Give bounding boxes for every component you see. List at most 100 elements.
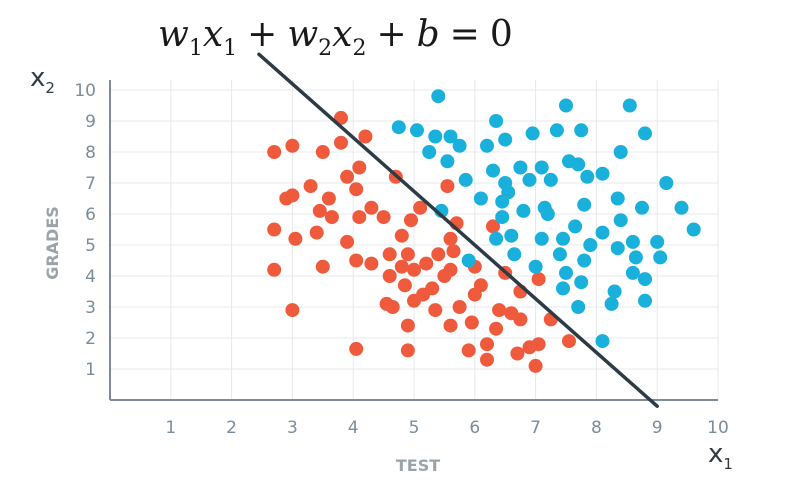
data-point-red xyxy=(285,188,300,203)
data-point-red xyxy=(288,231,303,246)
data-point-red xyxy=(461,343,476,358)
data-point-red xyxy=(413,200,428,215)
data-point-blue xyxy=(571,157,586,172)
data-point-blue xyxy=(522,172,537,187)
data-point-blue xyxy=(577,197,592,212)
data-point-blue xyxy=(638,272,652,287)
data-point-blue xyxy=(410,123,424,138)
data-point-blue xyxy=(489,231,504,246)
data-point-red xyxy=(334,135,348,150)
data-point-red xyxy=(404,213,418,228)
data-point-blue xyxy=(534,160,549,175)
data-point-red xyxy=(309,225,324,240)
data-point-red xyxy=(315,259,330,274)
data-point-red xyxy=(492,303,507,318)
data-point-blue xyxy=(610,241,625,256)
data-point-blue xyxy=(443,129,458,144)
data-point-red xyxy=(364,256,379,271)
data-point-blue xyxy=(480,138,494,153)
data-point-blue xyxy=(595,166,610,181)
data-point-red xyxy=(312,203,327,218)
data-point-red xyxy=(443,262,458,277)
data-point-blue xyxy=(653,250,668,265)
data-point-red xyxy=(352,160,367,175)
data-point-red xyxy=(303,179,318,194)
data-point-red xyxy=(382,269,397,283)
data-point-blue xyxy=(650,234,665,249)
data-point-red xyxy=(397,278,412,293)
data-point-red xyxy=(321,191,336,206)
y-tick-label: 6 xyxy=(85,205,96,225)
data-point-blue xyxy=(513,160,528,175)
data-point-blue xyxy=(452,138,467,153)
data-point-blue xyxy=(568,219,583,234)
x-tick-label: 2 xyxy=(226,418,237,438)
data-point-blue xyxy=(528,259,543,274)
data-point-red xyxy=(334,110,348,125)
boundary-equation: w1x1 + w2x2 + b = 0 xyxy=(158,14,513,61)
data-point-red xyxy=(428,303,443,318)
data-point-red xyxy=(425,281,440,296)
data-point-blue xyxy=(498,132,513,147)
data-point-red xyxy=(267,222,282,237)
data-point-red xyxy=(340,234,355,249)
data-points xyxy=(267,89,701,373)
y-tick-label: 3 xyxy=(85,298,96,318)
data-point-blue xyxy=(583,238,598,252)
data-point-blue xyxy=(504,228,519,243)
data-point-blue xyxy=(610,191,625,206)
data-point-red xyxy=(531,337,546,352)
data-point-blue xyxy=(440,154,455,169)
data-point-blue xyxy=(543,172,558,187)
data-point-red xyxy=(285,303,300,318)
y-tick-label: 10 xyxy=(74,81,96,101)
data-point-blue xyxy=(540,207,555,221)
data-point-blue xyxy=(552,247,567,262)
data-point-red xyxy=(480,337,494,352)
data-point-red xyxy=(315,145,330,159)
data-point-blue xyxy=(613,213,628,228)
x-tick-labels: 1 2 3 4 5 6 7 8 9 10 xyxy=(165,418,728,438)
data-point-red xyxy=(431,247,446,262)
data-point-blue xyxy=(534,231,549,246)
data-point-blue xyxy=(604,296,619,311)
x-tick-label: 5 xyxy=(409,418,420,438)
data-point-blue xyxy=(556,231,570,246)
data-point-blue xyxy=(556,281,570,296)
data-point-red xyxy=(443,231,458,246)
data-point-blue xyxy=(495,210,510,225)
data-point-blue xyxy=(686,222,701,237)
data-point-red xyxy=(407,262,421,277)
data-point-blue xyxy=(461,253,476,268)
data-point-red xyxy=(400,343,415,358)
data-point-red xyxy=(446,244,461,259)
data-point-red xyxy=(376,210,391,225)
x-tick-label: 4 xyxy=(348,418,359,438)
data-point-red xyxy=(528,358,543,373)
y-tick-label: 2 xyxy=(85,329,96,349)
data-point-blue xyxy=(501,185,516,200)
data-point-blue xyxy=(674,200,689,215)
y-tick-label: 1 xyxy=(85,360,96,380)
data-point-red xyxy=(419,256,434,271)
data-point-red xyxy=(267,262,282,277)
data-point-red xyxy=(480,352,494,367)
x-tick-label: 8 xyxy=(591,418,602,438)
data-point-blue xyxy=(638,126,652,141)
data-point-red xyxy=(486,219,500,234)
data-point-red xyxy=(531,272,546,287)
data-point-blue xyxy=(595,225,610,240)
data-point-red xyxy=(324,210,339,225)
data-point-red xyxy=(400,247,415,262)
data-point-red xyxy=(513,312,528,327)
x-tick-label: 3 xyxy=(287,418,298,438)
data-point-blue xyxy=(625,234,640,249)
data-point-red xyxy=(285,138,300,153)
y-tick-label: 4 xyxy=(85,267,96,287)
x-tick-label: 10 xyxy=(707,418,729,438)
data-point-blue xyxy=(635,200,649,215)
x-tick-label: 6 xyxy=(469,418,480,438)
y-variable-label: x2 xyxy=(30,63,55,97)
y-axis-title: GRADES xyxy=(43,206,62,280)
